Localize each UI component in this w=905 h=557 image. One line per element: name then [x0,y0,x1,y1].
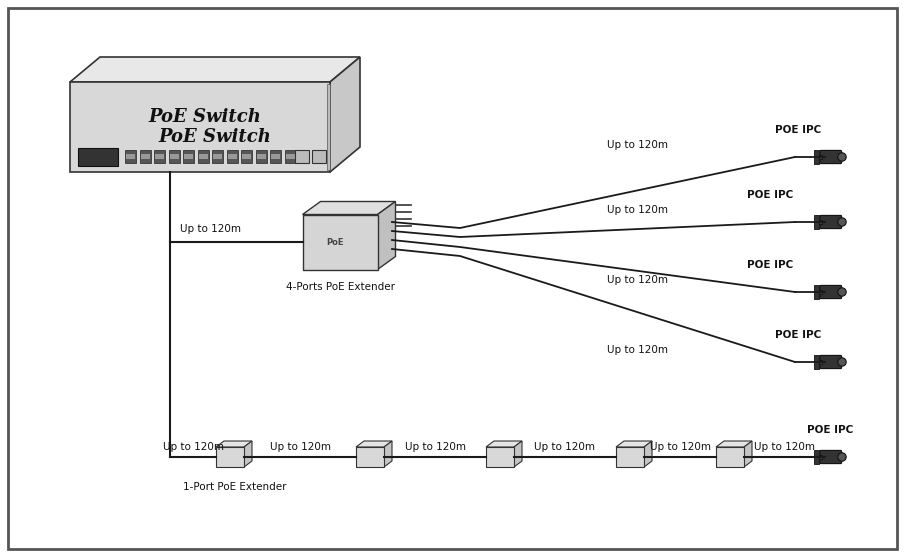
FancyBboxPatch shape [271,154,280,159]
Text: Up to 120m: Up to 120m [754,442,815,452]
FancyBboxPatch shape [716,447,744,467]
FancyBboxPatch shape [295,150,309,163]
Text: Up to 120m: Up to 120m [270,442,330,452]
FancyBboxPatch shape [184,154,193,159]
Circle shape [838,358,846,366]
FancyBboxPatch shape [814,150,819,164]
Text: Up to 120m: Up to 120m [607,140,668,150]
FancyBboxPatch shape [213,154,222,159]
FancyBboxPatch shape [70,82,330,172]
Polygon shape [514,441,522,467]
FancyBboxPatch shape [820,150,842,164]
Polygon shape [486,441,522,447]
Text: Up to 120m: Up to 120m [607,275,668,285]
Polygon shape [716,441,752,447]
FancyBboxPatch shape [126,154,135,159]
FancyBboxPatch shape [139,150,150,163]
FancyBboxPatch shape [302,214,377,270]
Polygon shape [356,441,392,447]
Text: Up to 120m: Up to 120m [607,205,668,215]
FancyBboxPatch shape [227,154,236,159]
FancyBboxPatch shape [486,447,514,467]
FancyBboxPatch shape [814,215,819,229]
FancyBboxPatch shape [255,150,266,163]
FancyBboxPatch shape [356,447,384,467]
FancyBboxPatch shape [140,154,149,159]
FancyBboxPatch shape [216,447,244,467]
Text: Up to 120m: Up to 120m [180,224,241,234]
FancyBboxPatch shape [78,148,118,166]
Polygon shape [70,57,360,82]
Polygon shape [644,441,652,467]
Text: PoE: PoE [326,237,344,247]
Polygon shape [330,57,360,172]
FancyBboxPatch shape [814,450,819,464]
FancyBboxPatch shape [818,220,822,224]
Text: POE IPC: POE IPC [747,190,793,200]
FancyBboxPatch shape [818,360,822,364]
FancyBboxPatch shape [241,150,252,163]
FancyBboxPatch shape [154,150,165,163]
Polygon shape [216,441,252,447]
FancyBboxPatch shape [285,154,294,159]
Polygon shape [616,441,652,447]
Text: 4-Ports PoE Extender: 4-Ports PoE Extender [285,282,395,292]
Text: Up to 120m: Up to 120m [650,442,710,452]
Polygon shape [377,202,395,270]
FancyBboxPatch shape [820,355,842,369]
Text: Up to 120m: Up to 120m [607,345,668,355]
FancyBboxPatch shape [818,455,822,459]
FancyBboxPatch shape [168,150,179,163]
FancyBboxPatch shape [818,290,822,294]
Text: POE IPC: POE IPC [807,425,853,435]
Circle shape [838,218,846,226]
FancyBboxPatch shape [242,154,251,159]
FancyBboxPatch shape [820,451,842,463]
Text: Up to 120m: Up to 120m [163,442,224,452]
FancyBboxPatch shape [183,150,194,163]
FancyBboxPatch shape [820,216,842,228]
Text: POE IPC: POE IPC [747,260,793,270]
FancyBboxPatch shape [820,285,842,299]
FancyBboxPatch shape [198,154,207,159]
Polygon shape [244,441,252,467]
Text: Up to 120m: Up to 120m [405,442,465,452]
Polygon shape [302,202,395,214]
FancyBboxPatch shape [327,84,330,170]
Circle shape [838,453,846,461]
Text: PoE Switch: PoE Switch [148,108,262,126]
FancyBboxPatch shape [284,150,296,163]
FancyBboxPatch shape [125,150,136,163]
FancyBboxPatch shape [256,154,265,159]
FancyBboxPatch shape [226,150,237,163]
Text: Up to 120m: Up to 120m [535,442,595,452]
FancyBboxPatch shape [8,8,897,549]
Polygon shape [384,441,392,467]
Circle shape [838,153,846,161]
Polygon shape [744,441,752,467]
FancyBboxPatch shape [155,154,164,159]
FancyBboxPatch shape [814,285,819,299]
FancyBboxPatch shape [616,447,644,467]
FancyBboxPatch shape [212,150,223,163]
Text: PoE Switch: PoE Switch [158,128,272,146]
Text: 1-Port PoE Extender: 1-Port PoE Extender [183,482,287,492]
Circle shape [838,288,846,296]
FancyBboxPatch shape [270,150,281,163]
FancyBboxPatch shape [814,355,819,369]
FancyBboxPatch shape [312,150,326,163]
Text: POE IPC: POE IPC [775,125,821,135]
FancyBboxPatch shape [818,155,822,159]
FancyBboxPatch shape [169,154,178,159]
Text: POE IPC: POE IPC [775,330,821,340]
FancyBboxPatch shape [197,150,208,163]
